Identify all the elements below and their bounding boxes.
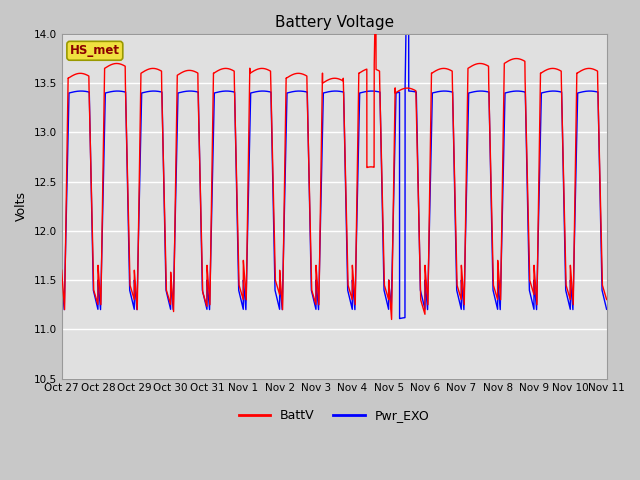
Y-axis label: Volts: Volts <box>15 191 28 221</box>
Title: Battery Voltage: Battery Voltage <box>275 15 394 30</box>
Text: HS_met: HS_met <box>70 44 120 57</box>
Legend: BattV, Pwr_EXO: BattV, Pwr_EXO <box>234 404 435 427</box>
